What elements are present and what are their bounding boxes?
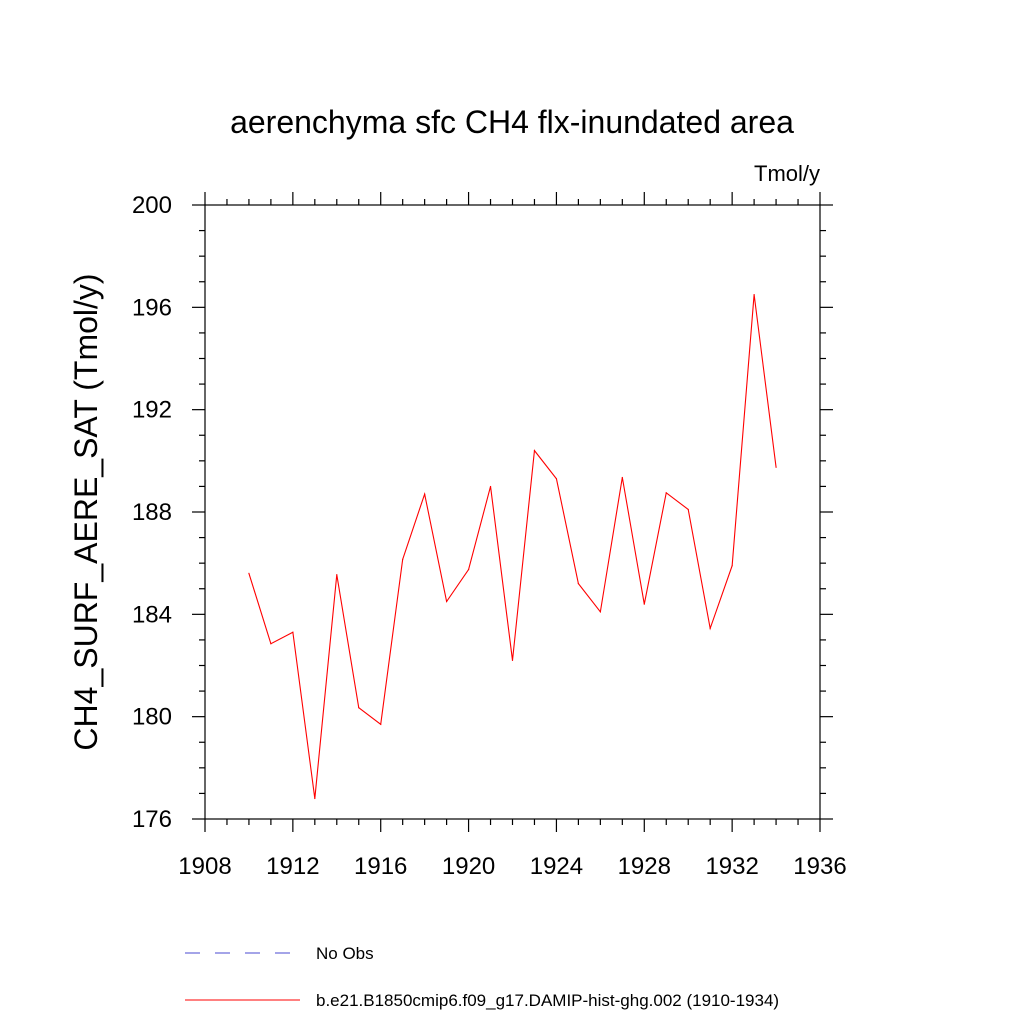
plot-frame <box>204 204 821 820</box>
x-tick-label: 1924 <box>530 853 583 880</box>
x-tick-label: 1908 <box>178 853 231 880</box>
data-point <box>380 723 382 725</box>
legend-label-no-obs: No Obs <box>316 944 374 963</box>
legend-label-model: b.e21.B1850cmip6.f09_g17.DAMIP-hist-ghg.… <box>316 991 779 1010</box>
data-point <box>358 707 360 709</box>
y-tick-labels: 176 180 184 188 192 196 200 <box>132 192 172 833</box>
x-tick-labels: 1908 1912 1916 1920 1924 1928 1932 1936 <box>178 853 846 880</box>
x-tick-label: 1928 <box>618 853 671 880</box>
units-label: Tmol/y <box>754 161 820 186</box>
data-point <box>687 508 689 511</box>
data-point <box>775 466 777 468</box>
data-point <box>533 450 536 452</box>
y-tick-label: 180 <box>132 704 172 731</box>
tick-marks <box>192 192 833 832</box>
data-point <box>665 492 667 494</box>
legend: No Obs b.e21.B1850cmip6.f09_g17.DAMIP-hi… <box>185 944 779 1010</box>
data-point <box>511 659 514 661</box>
x-tick-label: 1916 <box>354 853 407 880</box>
data-point <box>555 478 558 480</box>
x-tick-label: 1936 <box>793 853 846 880</box>
data-point <box>643 603 645 605</box>
y-tick-label: 176 <box>132 806 172 833</box>
chart-title: aerenchyma sfc CH4 flx-inundated area <box>230 104 794 140</box>
data-point <box>270 643 272 645</box>
data-point <box>577 583 579 585</box>
data-point <box>731 565 733 567</box>
y-tick-label: 196 <box>132 294 172 321</box>
x-tick-label: 1932 <box>705 853 758 880</box>
data-point <box>336 574 338 576</box>
y-tick-label: 192 <box>132 397 172 424</box>
data-point <box>709 627 711 630</box>
data-point <box>446 600 448 603</box>
data-point <box>424 493 426 495</box>
data-point <box>753 293 755 296</box>
data-point <box>248 572 250 575</box>
series-layer <box>248 293 777 800</box>
data-point <box>489 485 492 488</box>
data-point <box>314 797 316 800</box>
x-tick-label: 1912 <box>266 853 319 880</box>
data-point <box>402 558 404 560</box>
y-tick-label: 184 <box>132 601 172 628</box>
y-tick-label: 188 <box>132 499 172 526</box>
data-point <box>292 631 294 633</box>
data-point <box>467 568 470 571</box>
y-tick-label: 200 <box>132 192 172 219</box>
x-tick-label: 1920 <box>442 853 495 880</box>
y-axis-label: CH4_SURF_AERE_SAT (Tmol/y) <box>68 273 104 750</box>
series-line <box>248 294 777 799</box>
data-point <box>621 476 623 479</box>
data-point <box>599 611 601 613</box>
